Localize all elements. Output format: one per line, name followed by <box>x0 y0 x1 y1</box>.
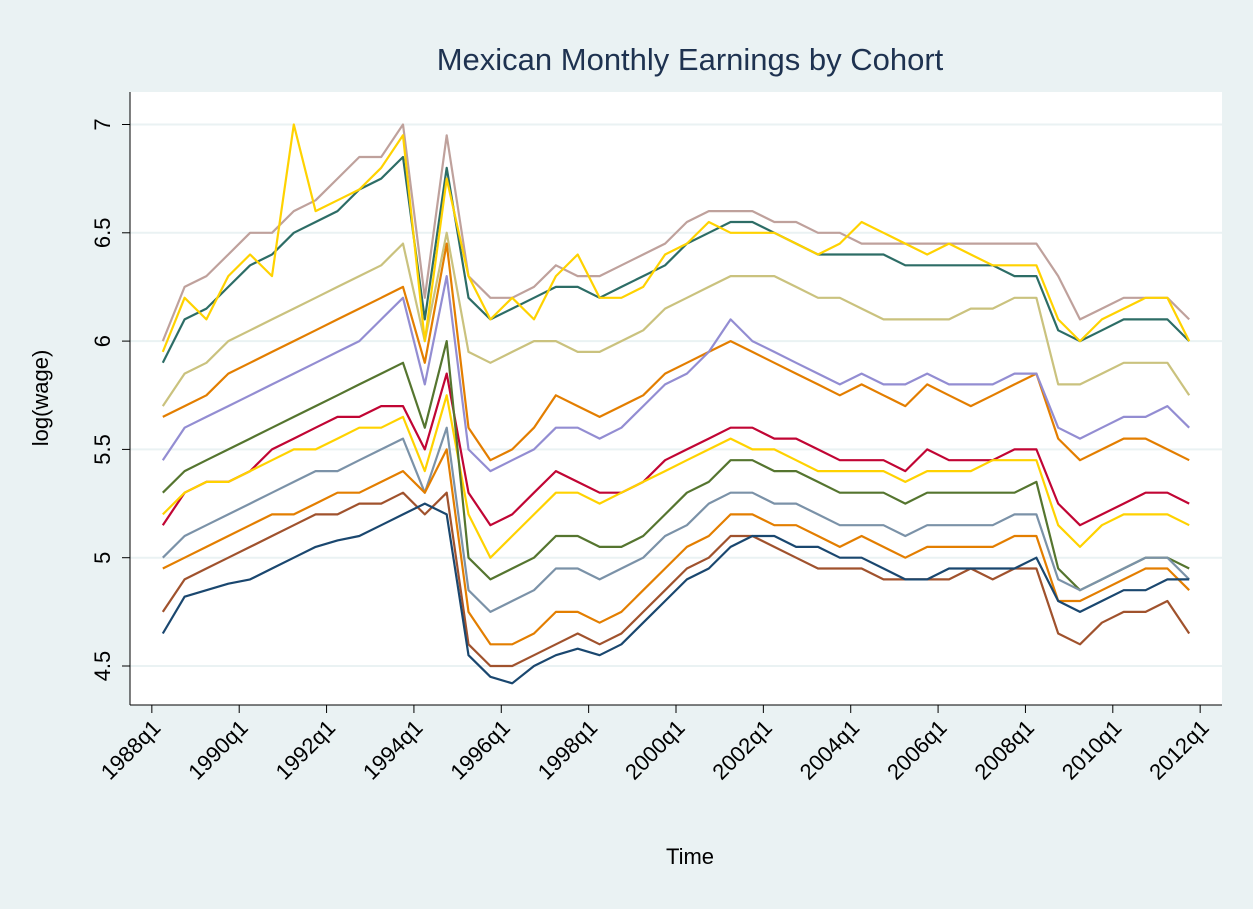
y-tick-label: 6 <box>90 335 115 347</box>
y-tick-label: 5 <box>90 552 115 564</box>
series-line <box>161 502 1190 685</box>
y-tick-label: 4.5 <box>90 651 115 682</box>
y-axis-title: log(wage) <box>28 350 53 447</box>
series-line <box>161 155 1190 364</box>
series-line <box>161 491 1191 668</box>
chart-title: Mexican Monthly Earnings by Cohort <box>437 42 944 77</box>
y-tick-label: 5.5 <box>90 434 115 465</box>
series-line <box>162 426 1190 613</box>
series-line <box>161 123 1190 342</box>
series-line <box>162 340 1190 592</box>
series-line <box>161 372 1190 527</box>
plot-area <box>130 92 1222 705</box>
x-axis-title: Time <box>666 844 714 869</box>
series-line <box>162 448 1190 646</box>
series-line <box>162 394 1190 559</box>
y-tick-label: 7 <box>90 118 115 130</box>
series-line <box>161 231 1191 407</box>
y-tick-label: 6.5 <box>90 217 115 248</box>
lines <box>161 123 1191 685</box>
series-line <box>162 242 1190 462</box>
series-line <box>161 275 1190 473</box>
series-line <box>161 123 1191 353</box>
